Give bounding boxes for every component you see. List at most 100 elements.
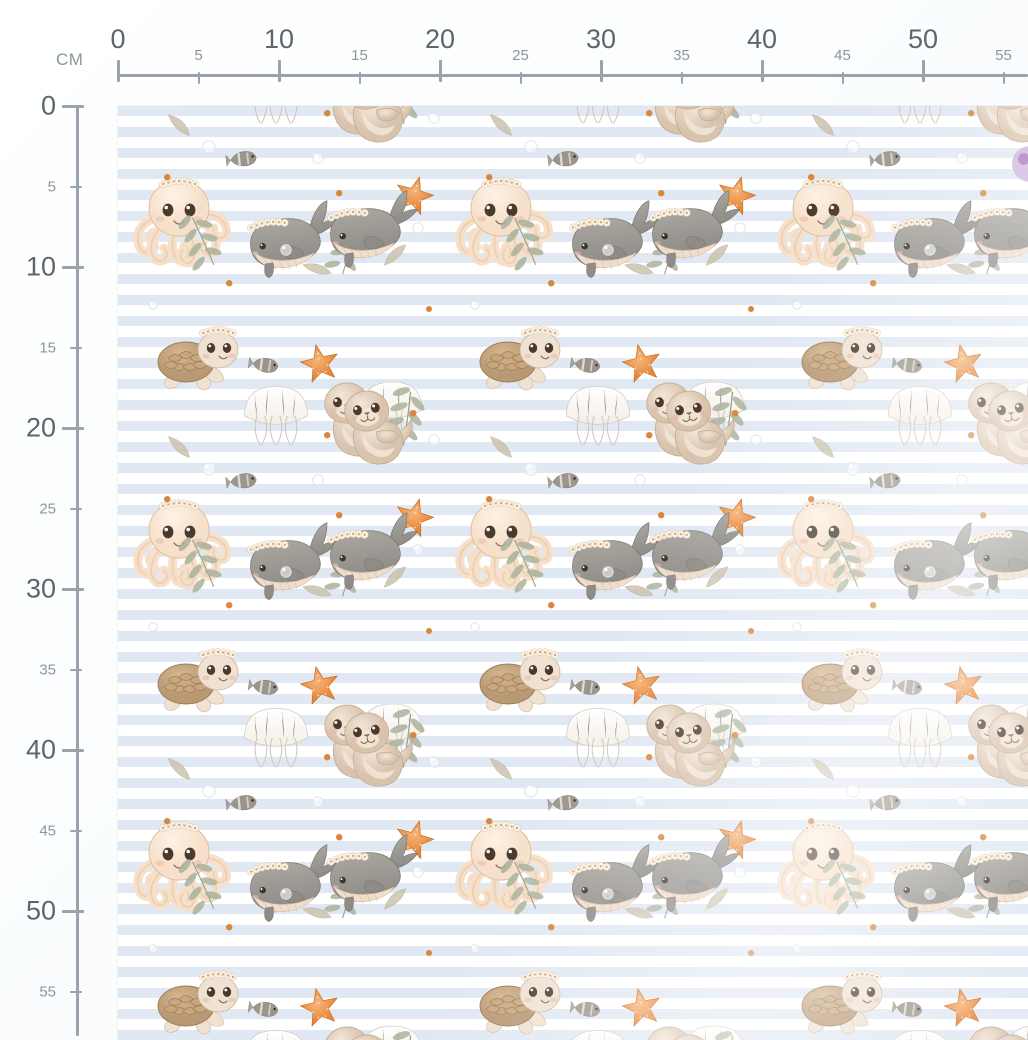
motif-seal xyxy=(975,1025,1028,1040)
motif-seaweed xyxy=(177,207,231,275)
motif-leaf xyxy=(810,108,836,141)
motif-dot xyxy=(324,432,331,439)
motif-bubble xyxy=(280,888,292,900)
h-tick-label-25: 25 xyxy=(512,47,529,64)
motif-dot xyxy=(336,834,343,841)
h-tick-50 xyxy=(921,60,925,82)
motif-bubble xyxy=(148,300,158,310)
motif-dot xyxy=(426,306,432,312)
motif-bubble xyxy=(956,152,968,164)
v-tick-label-40: 40 xyxy=(25,734,56,765)
h-tick-label-30: 30 xyxy=(585,24,617,54)
motif-bubble xyxy=(792,944,802,954)
motif-bubble xyxy=(634,152,646,164)
motif-dot xyxy=(980,190,987,197)
v-tick-15 xyxy=(70,346,82,349)
motif-dot xyxy=(548,602,555,609)
motif-clownfish xyxy=(225,148,258,170)
h-tick-35 xyxy=(680,72,683,84)
motif-seal xyxy=(975,381,1028,473)
motif-turtle xyxy=(152,962,244,1036)
v-tick-45 xyxy=(70,829,82,832)
motif-dot xyxy=(164,496,171,503)
motif-bubble xyxy=(470,300,480,310)
motif-starfish xyxy=(938,982,989,1033)
motif-dot xyxy=(426,950,432,956)
motif-leaf xyxy=(945,255,977,284)
motif-turtle xyxy=(796,318,888,392)
motif-dot xyxy=(658,190,665,197)
motif-leaf xyxy=(945,899,977,928)
h-tick-label-0: 0 xyxy=(110,24,126,54)
motif-leaf xyxy=(488,430,514,463)
h-tick-label-45: 45 xyxy=(834,47,851,64)
motif-leaf xyxy=(810,430,836,463)
motif-jellyfish xyxy=(560,702,636,778)
motif-jellyfish xyxy=(560,380,636,456)
motif-dot xyxy=(968,754,975,761)
motif-leaf xyxy=(700,565,733,590)
motif-bubble xyxy=(202,462,216,476)
h-tick-label-5: 5 xyxy=(194,47,203,64)
motif-clownfish xyxy=(569,998,602,1020)
h-tick-label-10: 10 xyxy=(263,24,295,54)
motif-dot xyxy=(336,512,343,519)
motif-starfish xyxy=(387,169,440,222)
motif-dot xyxy=(324,110,331,117)
motif-clownfish xyxy=(225,792,258,814)
motif-dot xyxy=(658,512,665,519)
h-tick-label-15: 15 xyxy=(351,47,368,64)
motif-jellyfish xyxy=(238,380,314,456)
motif-clownfish xyxy=(247,676,280,698)
motif-jellyfish xyxy=(560,106,636,134)
motif-leaf xyxy=(700,243,733,268)
motif-whale xyxy=(557,517,670,605)
motif-whale xyxy=(637,829,750,917)
motif-dot xyxy=(426,628,432,634)
motif-dot xyxy=(410,410,417,417)
motif-turtle xyxy=(796,962,888,1036)
motif-turtle xyxy=(796,640,888,714)
motif-starfish xyxy=(709,169,762,222)
motif-bubble xyxy=(792,300,802,310)
motif-leaf xyxy=(378,565,411,590)
motif-whale xyxy=(315,185,428,273)
motif-bubble xyxy=(148,944,158,954)
motif-whale xyxy=(959,829,1028,917)
motif-seaweed xyxy=(499,207,553,275)
motif-bubble xyxy=(750,434,762,446)
motif-bubble xyxy=(924,888,936,900)
v-tick-label-20: 20 xyxy=(25,412,56,443)
h-tick-25 xyxy=(519,72,522,84)
fabric-swatch[interactable] xyxy=(118,106,1028,1040)
motif-leaf xyxy=(378,243,411,268)
v-tick-40 xyxy=(62,748,84,752)
motif-bubble xyxy=(412,222,424,234)
motif-dot xyxy=(164,174,171,181)
h-tick-5 xyxy=(197,72,200,84)
motif-leaf xyxy=(488,752,514,785)
motif-octopus xyxy=(452,488,553,590)
motif-starfish xyxy=(294,660,345,711)
motif-bubble xyxy=(924,244,936,256)
v-tick-label-15: 15 xyxy=(39,339,56,356)
horizontal-ruler-axis xyxy=(118,74,1028,77)
v-tick-label-10: 10 xyxy=(25,251,56,282)
v-tick-label-0: 0 xyxy=(40,90,56,121)
motif-leaf xyxy=(700,887,733,912)
motif-clownfish xyxy=(547,148,580,170)
motif-bubble xyxy=(412,544,424,556)
motif-octopus xyxy=(774,488,875,590)
motif-turtle xyxy=(474,962,566,1036)
motif-bubble xyxy=(634,796,646,808)
v-tick-label-50: 50 xyxy=(25,895,56,926)
motif-bubble xyxy=(634,474,646,486)
motif-jellyfish xyxy=(882,702,958,778)
motif-seaweed xyxy=(177,851,231,919)
motif-seaweed xyxy=(381,1028,435,1040)
motif-dot xyxy=(226,280,233,287)
motif-bubble xyxy=(312,474,324,486)
motif-leaf xyxy=(945,577,977,606)
motif-dot xyxy=(968,432,975,439)
motif-whale xyxy=(557,839,670,927)
